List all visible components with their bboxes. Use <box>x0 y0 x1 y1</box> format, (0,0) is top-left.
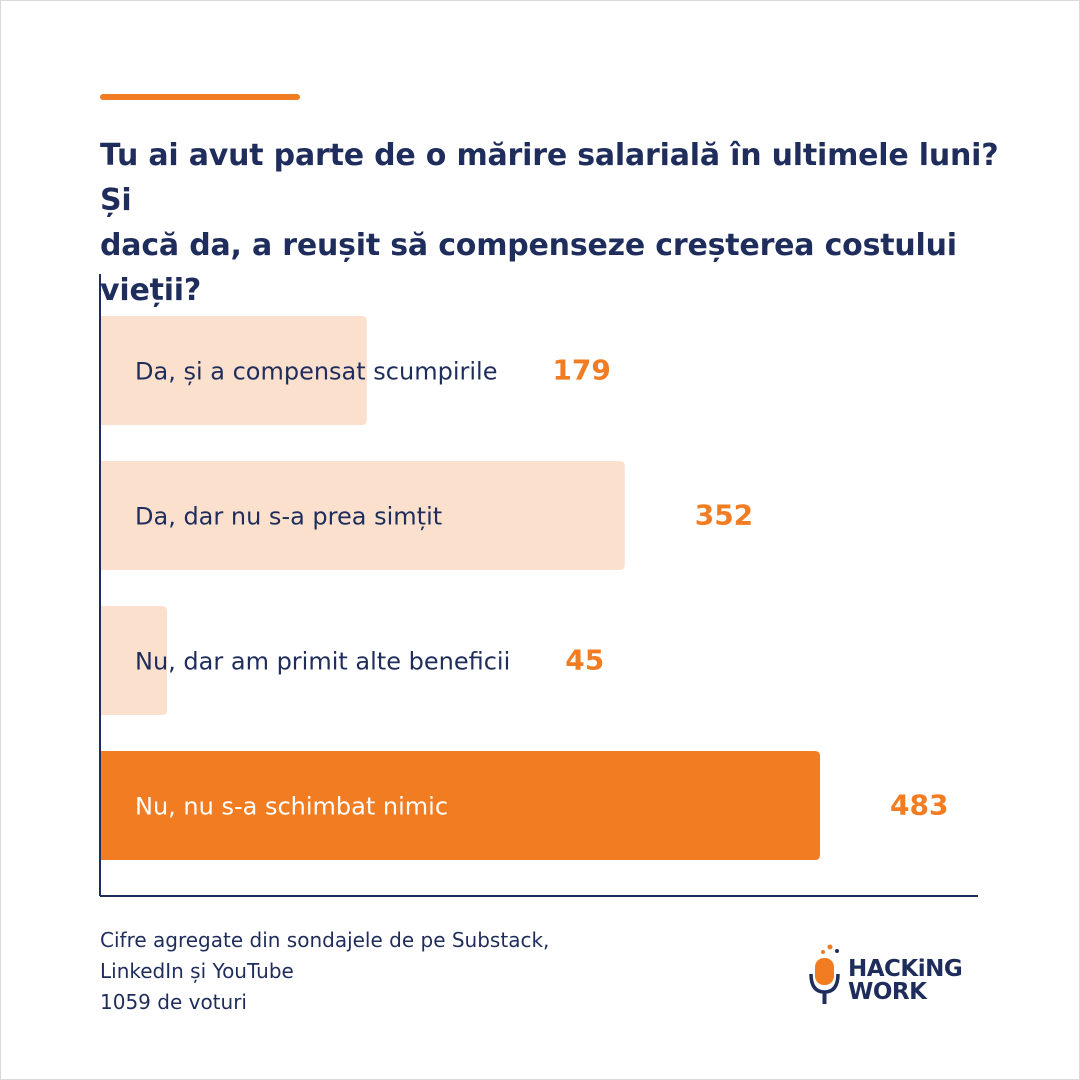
value-label-2: 352 <box>695 499 753 532</box>
value-label-1: 179 <box>552 354 610 387</box>
footnote-line-1: Cifre agregate din sondajele de pe Subst… <box>100 928 550 952</box>
footnote-line-3: 1059 de voturi <box>100 990 247 1014</box>
category-label-3: Nu, dar am primit alte beneficii <box>135 648 510 676</box>
chart-title-line-1: Tu ai avut parte de o mărire salarială î… <box>100 138 999 218</box>
accent-line <box>100 94 300 100</box>
category-label-1: Da, și a compensat scumpirile <box>135 358 497 386</box>
bar-2 <box>100 461 625 570</box>
value-label-4: 483 <box>890 789 948 822</box>
footnote-line-2: LinkedIn și YouTube <box>100 959 294 983</box>
category-label-4: Nu, nu s-a schimbat nimic <box>135 793 448 821</box>
bar-1 <box>100 316 367 425</box>
logo-line-1: HACKiNG <box>848 956 963 982</box>
logo-line-2: WORK <box>848 979 927 1005</box>
chart-title-line-2: dacă da, a reușit să compenseze creștere… <box>100 228 957 308</box>
chart-title: Tu ai avut parte de o mărire salarială î… <box>100 133 1000 313</box>
bar-4 <box>100 751 820 860</box>
footnote: Cifre agregate din sondajele de pe Subst… <box>100 925 549 1018</box>
logo-wordmark: HACKiNG WORK <box>848 956 963 1005</box>
bar-3 <box>100 606 168 715</box>
category-label-2: Da, dar nu s-a prea simțit <box>135 503 442 531</box>
value-label-3: 45 <box>565 644 604 677</box>
hacking-work-logo: HACKiNG WORK <box>806 944 986 1014</box>
microphone-icon <box>809 944 840 1004</box>
